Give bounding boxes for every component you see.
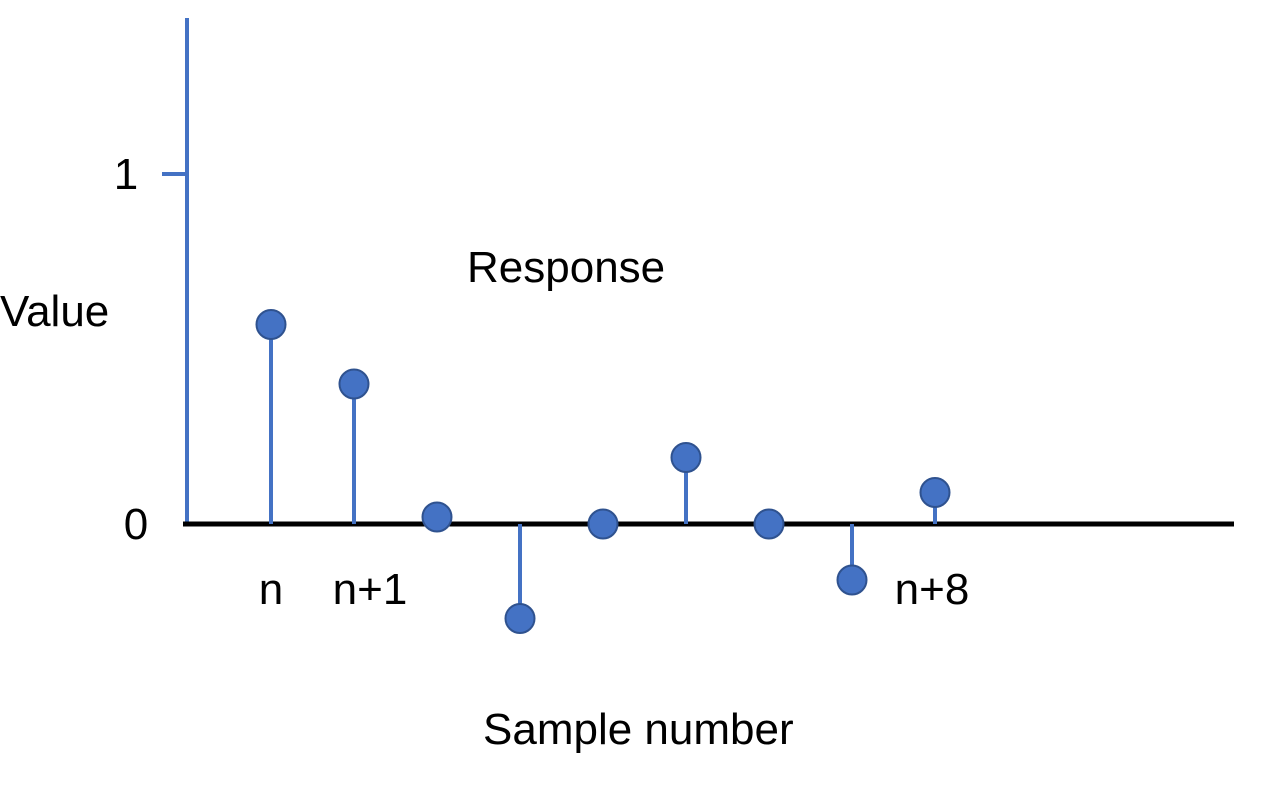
stem-marker-1	[338, 368, 370, 400]
stem-marker-2	[421, 501, 453, 533]
stem-marker-5	[670, 442, 702, 473]
stem-marker-7	[836, 564, 868, 596]
stem-marker-4	[587, 508, 619, 540]
y-tick-label-0: 0	[123, 500, 149, 549]
x-tick-label-n-plus-8: n+8	[894, 565, 970, 614]
stem-marker-8	[919, 477, 951, 508]
chart-title: Response	[467, 243, 666, 292]
x-tick-label-n-plus-1: n+1	[332, 565, 408, 614]
y-axis-label: Value	[0, 287, 110, 336]
x-axis-label: Sample number	[483, 705, 794, 754]
stem-series	[255, 309, 951, 634]
stem-marker-3	[504, 603, 536, 634]
x-tick-label-n: n	[258, 565, 284, 614]
y-tick-label-1: 1	[113, 150, 139, 199]
stem-marker-6	[753, 508, 785, 540]
stem-marker-0	[255, 309, 287, 340]
